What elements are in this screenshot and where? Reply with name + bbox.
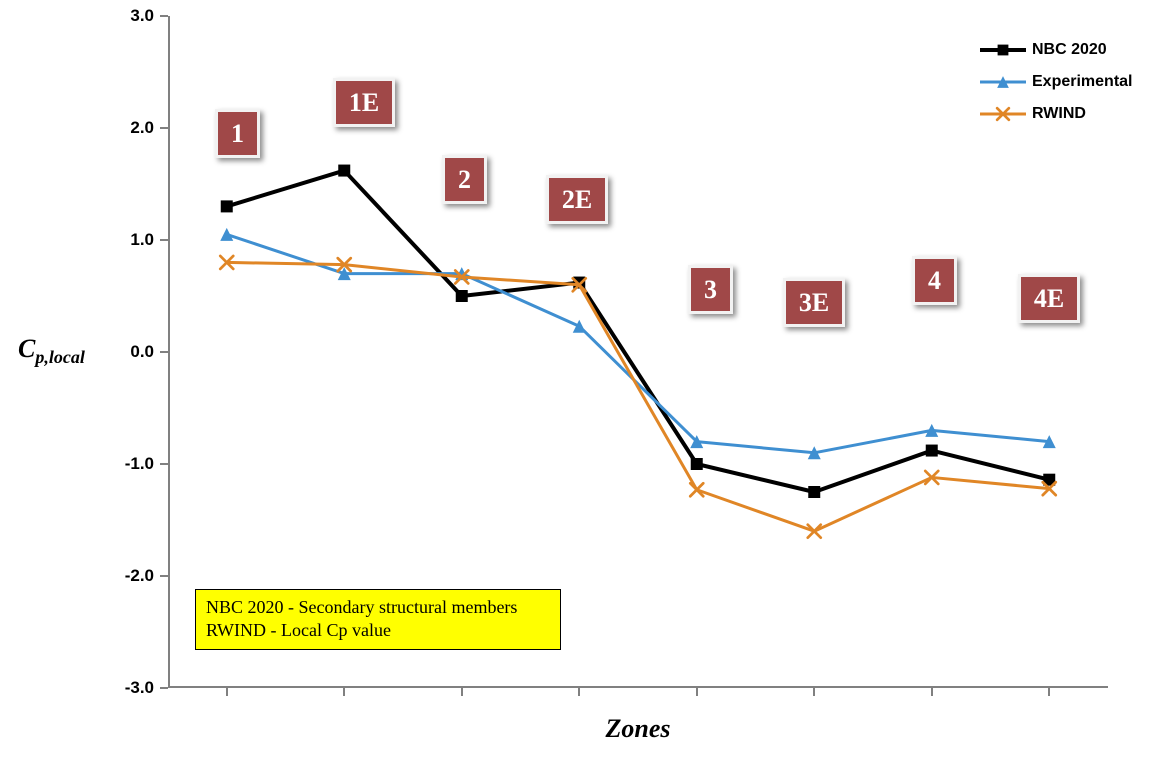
note-box: NBC 2020 - Secondary structural membersR… xyxy=(195,589,561,650)
legend-label: Experimental xyxy=(1032,73,1132,91)
legend-item: Experimental xyxy=(980,68,1132,96)
legend-item: RWIND xyxy=(980,100,1132,128)
zone-label: 3 xyxy=(688,265,733,314)
legend: NBC 2020 Experimental RWIND xyxy=(980,36,1132,132)
chart-root: -3.0-2.0-1.00.01.02.03.0Cp,localZonesNBC… xyxy=(0,0,1149,766)
zone-label: 1E xyxy=(333,78,395,127)
legend-swatch xyxy=(980,73,1026,91)
zone-label: 2 xyxy=(442,155,487,204)
zone-label: 2E xyxy=(546,175,608,224)
zone-label: 4 xyxy=(912,256,957,305)
note-line: NBC 2020 - Secondary structural members xyxy=(206,596,550,619)
legend-item: NBC 2020 xyxy=(980,36,1132,64)
zone-label: 3E xyxy=(783,278,845,327)
zone-label: 1 xyxy=(215,109,260,158)
legend-label: RWIND xyxy=(1032,105,1086,123)
legend-swatch xyxy=(980,41,1026,59)
legend-label: NBC 2020 xyxy=(1032,41,1107,59)
series-nbc-2020 xyxy=(221,165,1056,498)
note-line: RWIND - Local Cp value xyxy=(206,619,550,642)
zone-label: 4E xyxy=(1018,274,1080,323)
legend-swatch xyxy=(980,105,1026,123)
series-layer xyxy=(0,0,1149,766)
